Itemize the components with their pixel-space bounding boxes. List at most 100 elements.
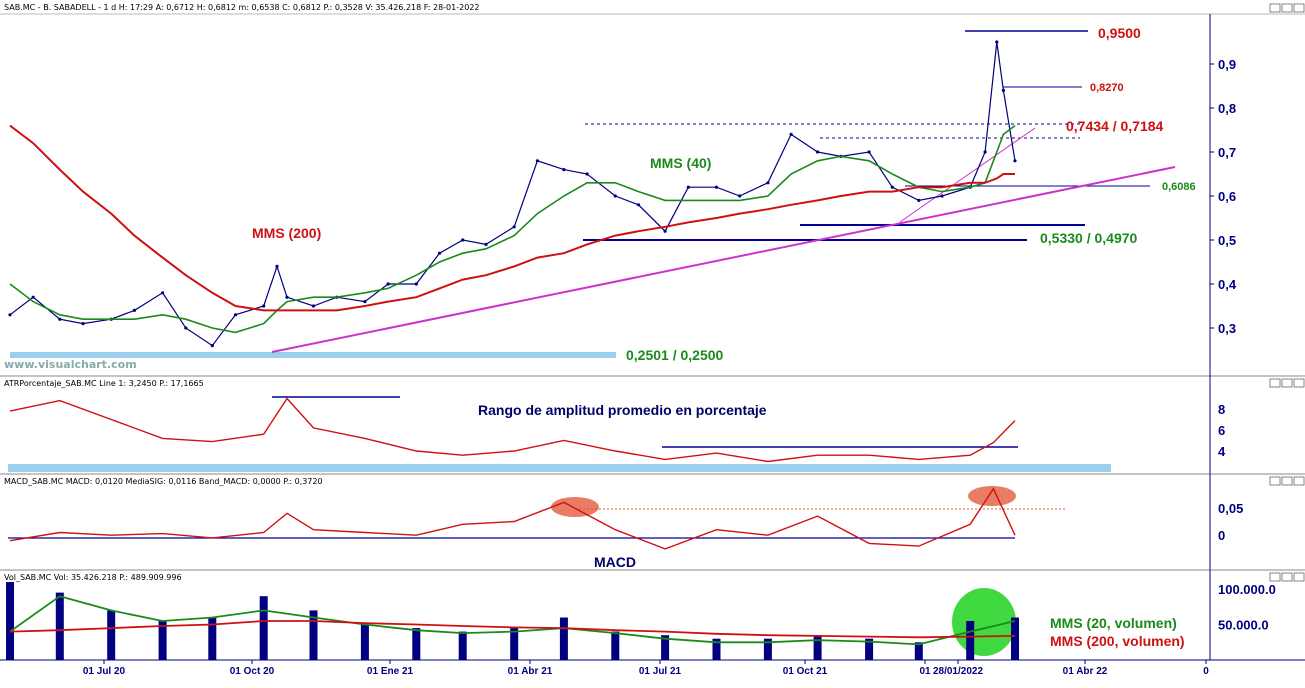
volume-bar [309, 610, 318, 660]
price-point [132, 308, 136, 312]
x-tick-label: 0 [1203, 666, 1209, 677]
price-point [363, 300, 367, 304]
price-tick-label: 0,3 [1218, 321, 1236, 336]
minimize-icon[interactable] [1269, 378, 1281, 388]
price-point [437, 251, 442, 255]
volume-bar [208, 617, 217, 660]
label-0743: 0,7434 / 0,7184 [1066, 118, 1164, 134]
price-point [686, 185, 690, 189]
close-icon[interactable] [1293, 3, 1305, 13]
price-point [512, 225, 516, 229]
legend-vol20: MMS (20, volumen) [1050, 615, 1177, 631]
volume-bar [865, 638, 874, 660]
price-series-1 [9, 124, 1016, 334]
vol-panel-buttons[interactable] [1269, 572, 1305, 582]
price-point [983, 150, 987, 154]
price-point [285, 295, 289, 299]
label-0533: 0,5330 / 0,4970 [1040, 230, 1138, 246]
minimize-icon[interactable] [1269, 476, 1281, 486]
maximize-icon[interactable] [1281, 476, 1293, 486]
price-point [31, 295, 35, 299]
atr-series-0 [9, 397, 1016, 463]
macd-highlight-2 [968, 486, 1016, 506]
price-drawings [10, 30, 1176, 358]
macd-layer [9, 487, 1016, 550]
volume-bar [510, 628, 519, 660]
volume-bar [360, 624, 369, 660]
price-point [789, 132, 793, 136]
atr-band [8, 464, 1111, 472]
price-point [161, 291, 165, 295]
price-point [262, 304, 266, 308]
x-tick-label: 01 Abr 21 [508, 666, 553, 677]
macd-tick-label: 0,05 [1218, 501, 1243, 516]
atr-panel-buttons[interactable] [1269, 378, 1305, 388]
minimize-icon[interactable] [1269, 572, 1281, 582]
macd-panel-buttons[interactable] [1269, 476, 1305, 486]
axes-layer: 0,3 0,4 0,5 0,6 0,7 0,8 0,9 4 6 8 0,05 0 100.000.0 50… [83, 57, 1276, 677]
volume-bar [6, 582, 14, 660]
price-point [562, 168, 566, 172]
macd-title: MACD [594, 554, 636, 570]
vol-header: Vol_SAB.MC Vol: 35.426.218 P.: 489.909.9… [4, 573, 182, 582]
atr-layer [9, 397, 1016, 463]
trend-line-main [271, 166, 1176, 353]
volume-bar [914, 642, 923, 660]
price-tick-label: 0,6 [1218, 189, 1236, 204]
price-panel-buttons[interactable] [1269, 3, 1305, 13]
close-icon[interactable] [1293, 378, 1305, 388]
price-point [940, 194, 944, 198]
price-point [8, 313, 12, 317]
price-tick-label: 0,8 [1218, 101, 1236, 116]
volume-bar [813, 635, 822, 660]
price-point [535, 159, 540, 163]
vol-drawings [952, 588, 1016, 656]
volume-bar [458, 631, 467, 660]
minimize-icon[interactable] [1269, 3, 1281, 13]
maximize-icon[interactable] [1281, 572, 1293, 582]
volume-bar [259, 596, 268, 660]
volume-highlight [952, 588, 1016, 656]
volume-bar [661, 635, 670, 660]
label-top: 0,9500 [1098, 25, 1141, 41]
x-tick-label: 01 Ene 21 [367, 666, 414, 677]
price-layer [8, 40, 1017, 348]
price-point [917, 198, 921, 202]
price-point [636, 203, 641, 207]
price-tick-label: 0,5 [1218, 233, 1236, 248]
price-header: SAB.MC - B. SABADELL - 1 d H: 17:29 A: 0… [4, 3, 479, 12]
macd-highlight-1 [551, 497, 599, 517]
close-icon[interactable] [1293, 476, 1305, 486]
volume-bar [412, 628, 421, 660]
label-mms40: MMS (40) [650, 155, 711, 171]
volume-bar [55, 592, 64, 660]
price-point [995, 40, 999, 44]
macd-series-0 [9, 487, 1016, 550]
label-0827: 0,8270 [1090, 82, 1124, 94]
price-point [766, 181, 770, 185]
volume-bar [611, 631, 620, 660]
x-tick-label: 28/01/2022 [933, 666, 983, 677]
macd-drawings [8, 486, 1065, 539]
watermark: www.visualchart.com [4, 358, 137, 371]
x-tick-label: 01 Jul 21 [639, 666, 682, 677]
close-icon[interactable] [1293, 572, 1305, 582]
volume-bar [712, 638, 721, 660]
support-band [10, 352, 616, 358]
price-point [585, 172, 589, 176]
label-0608: 0,6086 [1162, 181, 1196, 193]
price-point [386, 282, 390, 286]
maximize-icon[interactable] [1281, 3, 1293, 13]
x-tick-label: 01 Jul 20 [83, 666, 126, 677]
atr-tick-label: 6 [1218, 423, 1225, 438]
maximize-icon[interactable] [1281, 378, 1293, 388]
volume-bar [107, 610, 116, 660]
volume-series-2 [9, 620, 1016, 639]
price-point [816, 150, 820, 154]
price-point [613, 194, 617, 198]
x-tick-label: 01 Abr 22 [1063, 666, 1108, 677]
label-mms200: MMS (200) [252, 225, 321, 241]
